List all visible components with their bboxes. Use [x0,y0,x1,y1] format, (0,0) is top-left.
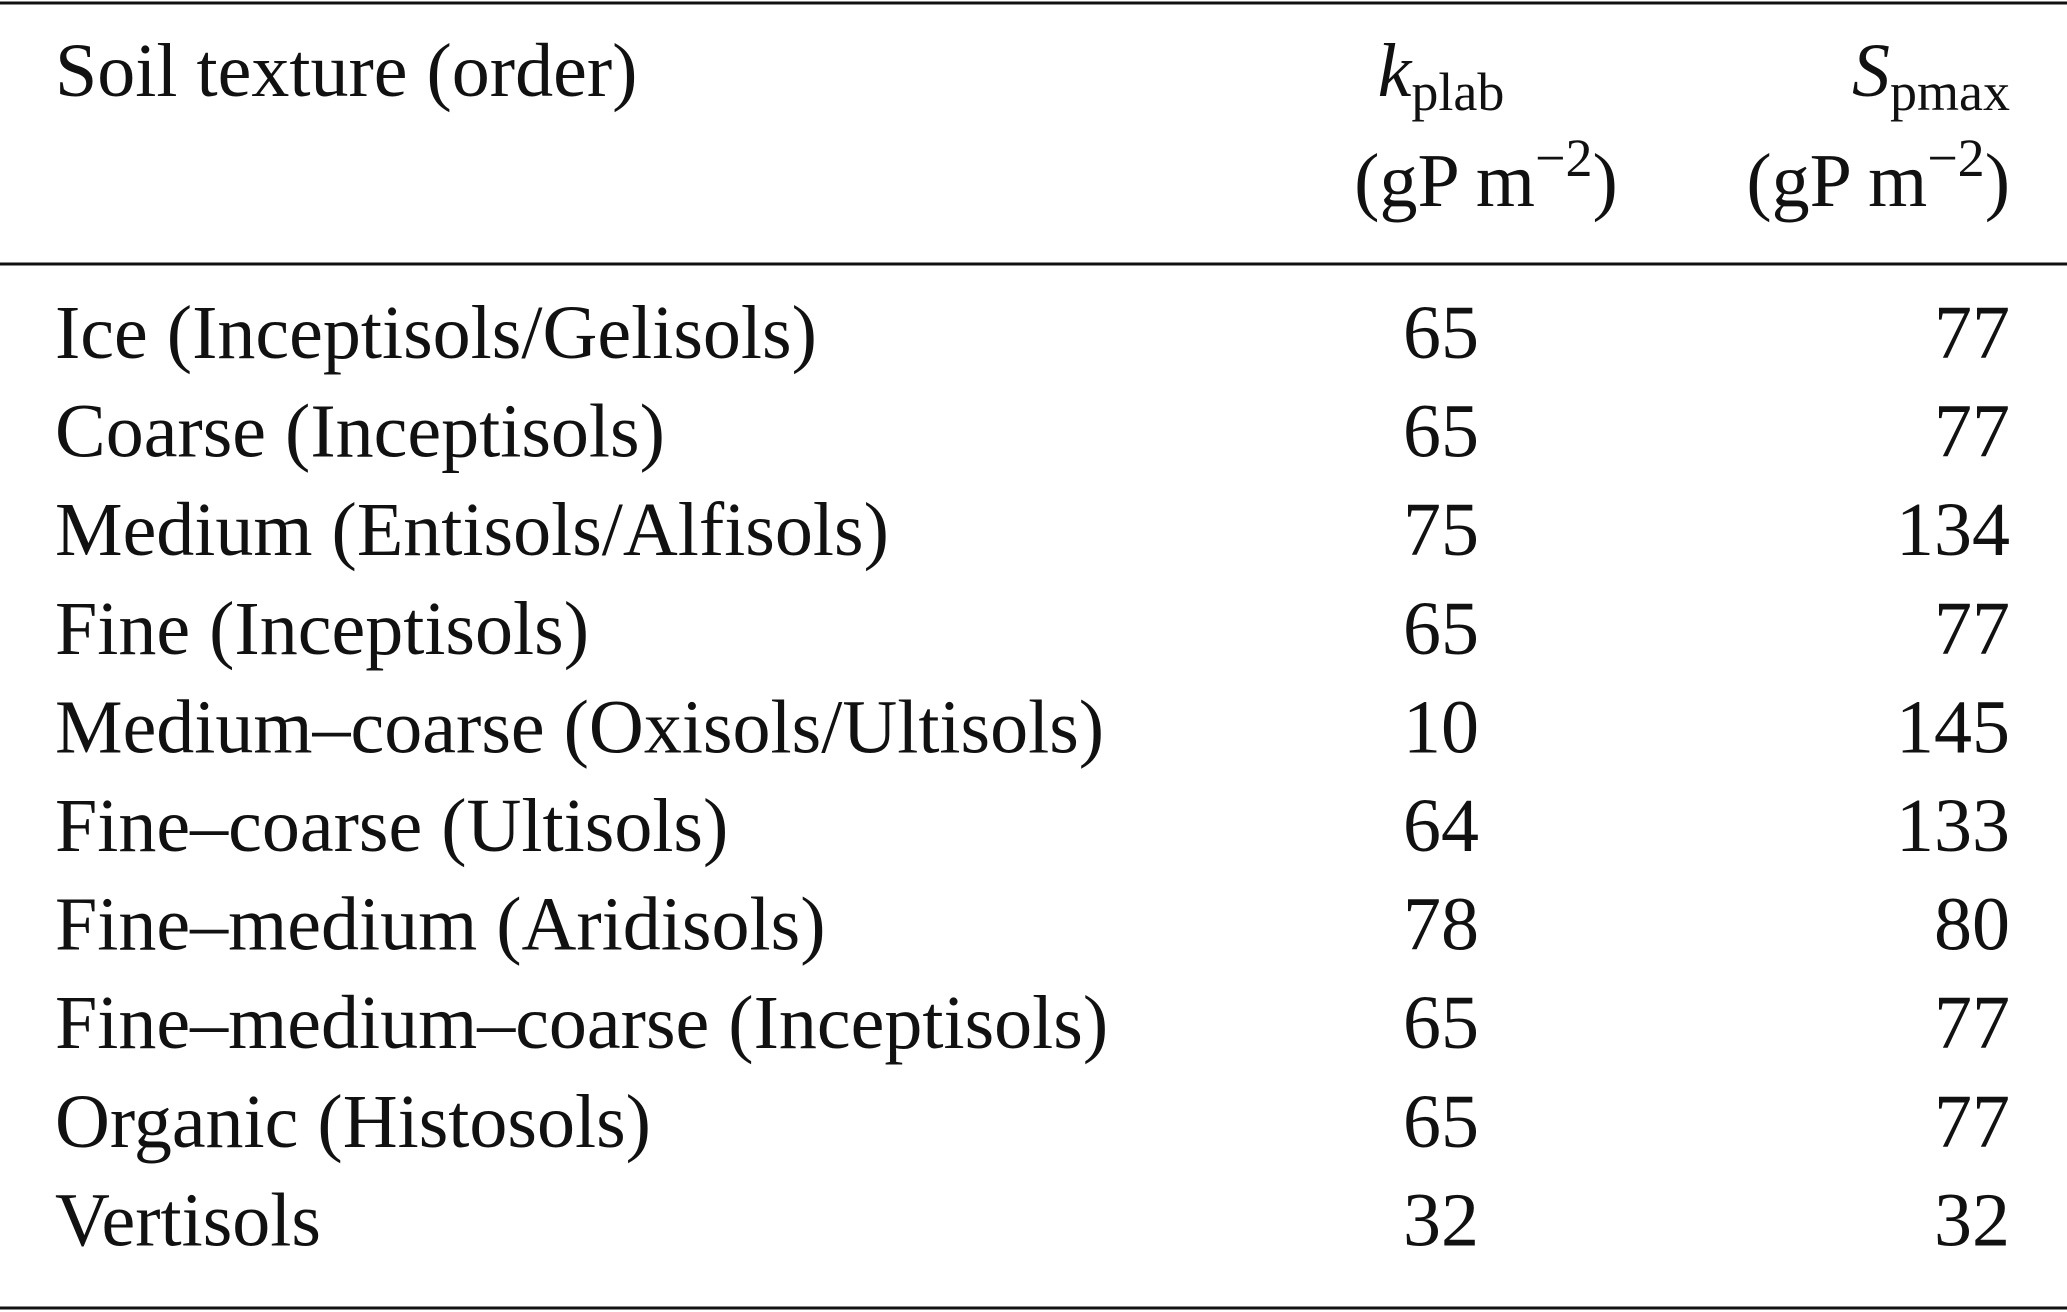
k-plab-value: 75 [1403,488,1479,572]
row-label: Medium (Entisols/Alfisols) [55,488,889,572]
unit: ) [1985,139,2010,223]
k-plab-value: 78 [1403,883,1479,967]
row-label: Medium–coarse (Oxisols/Ultisols) [55,685,1104,769]
unit: (gP m [1354,139,1535,223]
row-label: Fine–medium (Aridisols) [55,883,826,967]
row-label: Organic (Histosols) [55,1080,651,1164]
k-plab-value: 32 [1403,1178,1479,1262]
superscript: −2 [1927,128,1984,188]
subscript: pmax [1890,62,2010,122]
row-label: Vertisols [55,1178,321,1262]
s-pmax-value: 32 [1934,1178,2010,1262]
s-pmax-value: 77 [1934,587,2010,671]
s-pmax-value: 133 [1896,784,2010,868]
subscript: plab [1411,62,1504,122]
row-label: Fine–coarse (Ultisols) [55,784,728,868]
k-plab-value: 65 [1403,291,1479,375]
unit: (gP m [1746,139,1927,223]
k-plab-value: 64 [1403,784,1479,868]
s-pmax-value: 134 [1896,488,2010,572]
header-unit: (gP m−2) [1354,128,1618,223]
k-plab-value: 65 [1403,1080,1479,1164]
k-plab-value: 65 [1403,390,1479,474]
symbol: k [1378,29,1413,113]
k-plab-value: 65 [1403,587,1479,671]
row-label: Ice (Inceptisols/Gelisols) [55,291,817,375]
k-plab-value: 65 [1403,981,1479,1065]
header-symbol: Spmax [1852,29,2010,122]
row-label: Fine (Inceptisols) [55,587,589,671]
header-unit: (gP m−2) [1746,128,2010,223]
row-label: Coarse (Inceptisols) [55,390,665,474]
k-plab-value: 10 [1403,685,1479,769]
header-cell: Soil texture (order) [55,29,637,113]
symbol: S [1852,29,1890,113]
s-pmax-value: 77 [1934,291,2010,375]
s-pmax-value: 80 [1934,883,2010,967]
unit: ) [1593,139,1618,223]
superscript: −2 [1535,128,1592,188]
s-pmax-value: 77 [1934,1080,2010,1164]
s-pmax-value: 77 [1934,390,2010,474]
header-symbol: kplab [1378,29,1505,122]
s-pmax-value: 145 [1896,685,2010,769]
s-pmax-value: 77 [1934,981,2010,1065]
row-label: Fine–medium–coarse (Inceptisols) [55,981,1108,1065]
